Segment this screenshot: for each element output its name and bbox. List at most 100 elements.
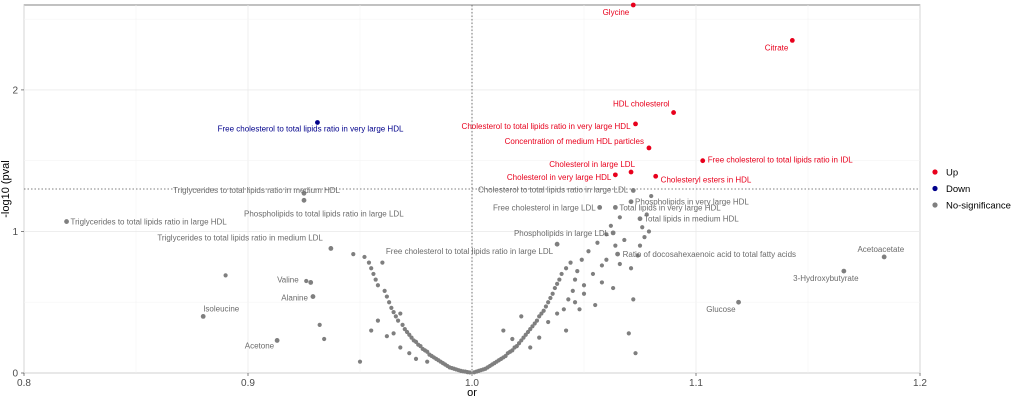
data-point (642, 235, 647, 240)
labeled-point (301, 190, 307, 196)
data-point (543, 304, 549, 309)
x-axis-title: or (467, 387, 477, 399)
data-point (362, 254, 367, 260)
data-point (546, 319, 551, 325)
data-point (599, 280, 605, 285)
data-point (595, 240, 600, 245)
data-point (516, 341, 522, 346)
data-point (539, 311, 544, 316)
data-point (351, 252, 356, 257)
legend-key-down (932, 185, 938, 192)
x-tick-label: 0.9 (241, 378, 255, 389)
labeled-point (789, 37, 795, 43)
data-point (371, 271, 376, 277)
data-point (519, 314, 524, 319)
data-point (637, 243, 643, 248)
data-point (546, 300, 551, 305)
data-point (622, 237, 627, 243)
point-label: Glucose (706, 305, 736, 314)
data-point (404, 329, 410, 335)
point-label: Free cholesterol to total lipids ratio i… (218, 124, 404, 133)
data-point (644, 212, 649, 217)
data-point (561, 307, 566, 312)
data-point (366, 260, 372, 265)
labeled-point (315, 120, 320, 125)
legend-key-up (932, 169, 938, 175)
data-point (548, 295, 553, 301)
data-point (407, 332, 412, 337)
labeled-point (881, 254, 887, 260)
data-point (525, 329, 531, 335)
data-point (628, 266, 634, 271)
data-point (528, 327, 533, 332)
data-point (577, 307, 582, 312)
data-point (557, 277, 562, 282)
data-point (552, 285, 557, 291)
point-label: Concentration of medium HDL particles (505, 137, 644, 146)
data-point (617, 215, 622, 220)
data-point (425, 349, 430, 354)
labeled-point (310, 294, 316, 299)
data-point (413, 339, 419, 344)
labeled-point (736, 299, 741, 305)
data-point (384, 294, 389, 299)
labeled-point (646, 145, 652, 151)
data-point (409, 335, 414, 340)
data-point (523, 332, 528, 337)
data-point (375, 318, 381, 323)
labeled-point (64, 219, 69, 224)
data-point (425, 359, 430, 364)
labeled-point (597, 205, 603, 210)
data-point (391, 310, 396, 315)
y-axis-title: -log10 (pval (0, 160, 12, 217)
data-point (521, 335, 526, 340)
data-point (373, 277, 378, 282)
labeled-point (612, 205, 618, 210)
labeled-point (628, 199, 634, 205)
x-tick-label: 1.1 (689, 378, 703, 389)
point-label: Alanine (281, 294, 308, 303)
data-point (555, 311, 560, 316)
data-point (611, 285, 616, 291)
x-tick-label: 1.2 (913, 378, 927, 389)
y-tick-label: 2 (12, 85, 18, 96)
data-point (322, 336, 327, 342)
data-point (572, 300, 578, 305)
y-tick-label: 1 (12, 227, 18, 238)
point-label: Triglycerides to total lipids ratio in m… (157, 233, 323, 242)
labeled-point (653, 173, 659, 179)
point-label: HDL cholesterol (613, 100, 670, 109)
x-tick-label: 1.0 (465, 378, 479, 389)
data-point (563, 328, 569, 333)
data-point (579, 257, 584, 262)
point-labels: Glycine Citrate HDL cholesterol Cholesterol… (71, 8, 905, 350)
labeled-point (308, 280, 314, 285)
labeled-point (200, 313, 206, 319)
point-label: Triglycerides to total lipids ratio in m… (173, 186, 340, 195)
point-label: Free cholesterol to total lipids ratio i… (386, 247, 554, 256)
data-point (631, 297, 636, 302)
x-tick-label: 0.8 (17, 378, 31, 389)
data-point (626, 331, 631, 336)
data-point (393, 314, 398, 319)
labeled-point (630, 2, 636, 8)
axis-ticks: 0.8 0.9 1.0 1.1 1.2 0 1 2 (12, 85, 927, 389)
legend-label-up: Up (946, 168, 958, 179)
data-point (398, 345, 403, 350)
point-label: Cholesteryl esters in HDL (661, 175, 752, 184)
reference-lines (24, 5, 920, 373)
point-label: Isoleucine (203, 304, 240, 313)
labeled-point (554, 241, 560, 247)
labeled-point (671, 110, 676, 115)
data-point (467, 370, 472, 375)
data-point (369, 266, 374, 271)
data-point (586, 249, 591, 254)
data-point (380, 260, 385, 265)
point-label: Citrate (765, 43, 789, 52)
data-point (530, 324, 535, 329)
data-point (604, 232, 609, 237)
data-point (541, 308, 546, 313)
labeled-point (633, 121, 638, 127)
point-label: Free cholesterol in large LDL (493, 203, 596, 212)
point-label: Acetone (245, 341, 275, 350)
